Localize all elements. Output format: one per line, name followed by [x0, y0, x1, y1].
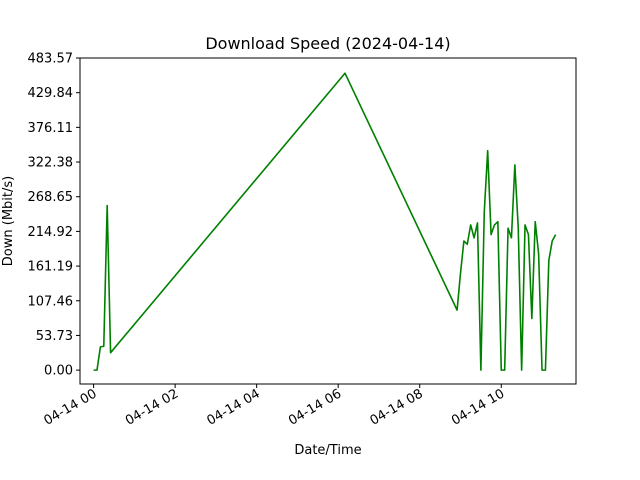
y-tick-label: 268.65: [28, 190, 74, 205]
y-tick-label: 0.00: [44, 364, 73, 379]
y-tick-label: 214.92: [28, 225, 74, 240]
y-tick-label: 429.84: [28, 86, 74, 101]
series-line-0: [93, 72, 557, 371]
y-tick-label: 483.57: [28, 52, 74, 67]
y-tick-label: 161.19: [28, 260, 74, 275]
y-axis-label: Down (Mbit/s): [1, 176, 16, 266]
plot-area: [93, 72, 557, 371]
x-axis-label: Date/Time: [294, 443, 361, 458]
y-tick-label: 376.11: [28, 121, 74, 136]
y-tick-label: 53.73: [36, 329, 73, 344]
chart-title: Download Speed (2024-04-14): [205, 34, 450, 53]
axes-frame: [79, 57, 577, 385]
y-tick-label: 107.46: [28, 294, 74, 309]
y-tick-label: 322.38: [28, 156, 74, 171]
